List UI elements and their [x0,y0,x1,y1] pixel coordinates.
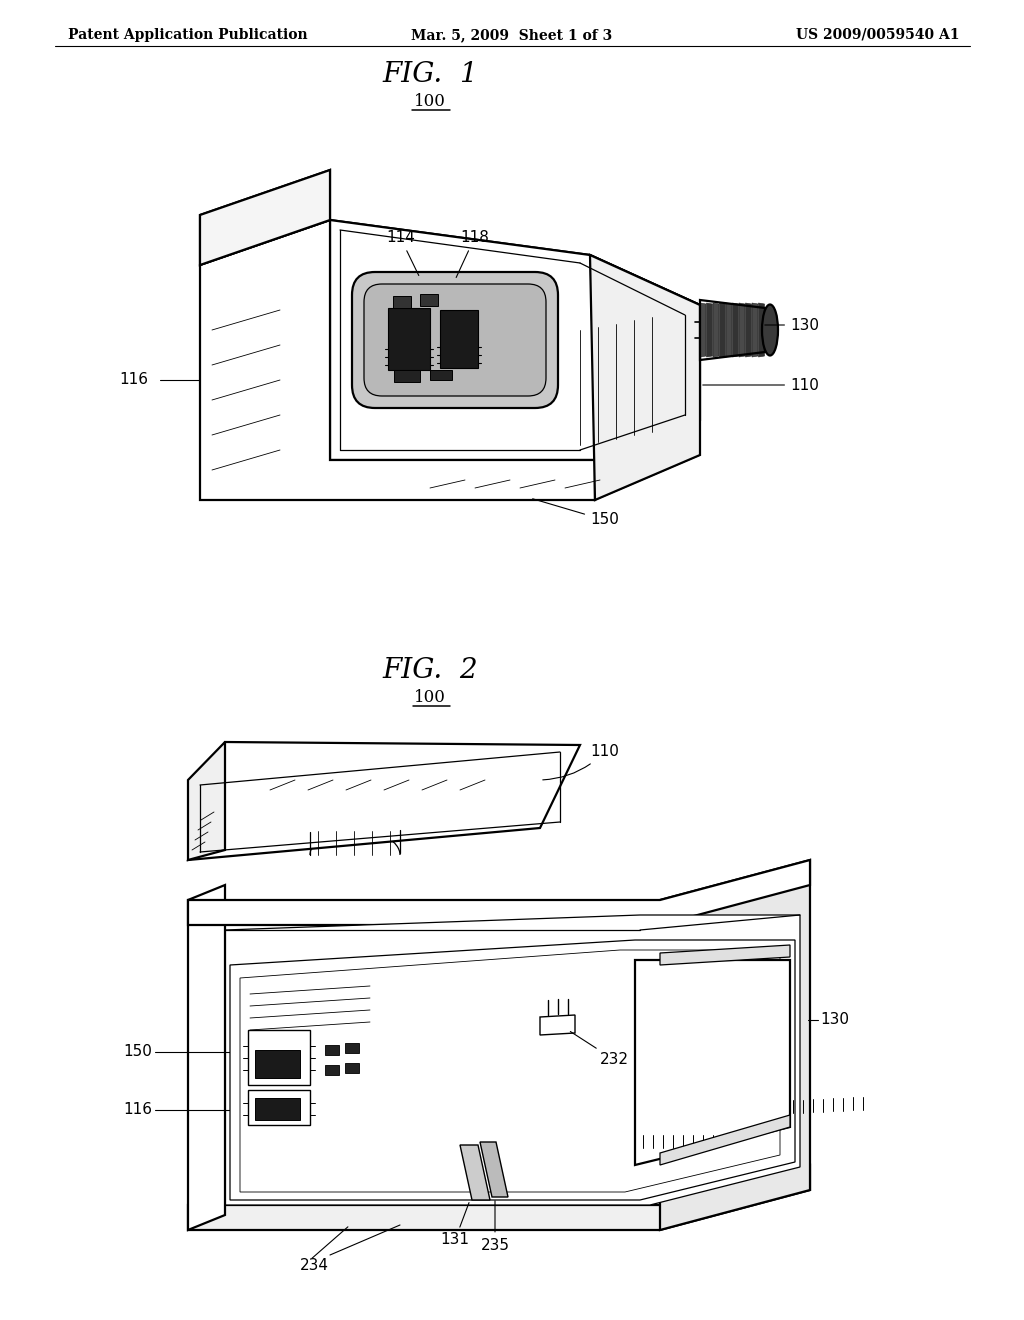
Polygon shape [590,255,700,500]
Polygon shape [430,370,452,380]
Polygon shape [345,1063,359,1073]
FancyBboxPatch shape [352,272,558,408]
Polygon shape [660,861,810,1230]
Polygon shape [759,304,765,356]
Text: 100: 100 [414,689,445,706]
Polygon shape [732,304,738,356]
Text: 232: 232 [570,1031,629,1068]
Polygon shape [330,220,700,305]
Polygon shape [700,304,706,356]
Text: US 2009/0059540 A1: US 2009/0059540 A1 [797,28,961,42]
Text: 116: 116 [119,372,148,388]
Polygon shape [325,1065,339,1074]
Polygon shape [200,170,330,265]
Polygon shape [255,1098,300,1119]
Polygon shape [200,170,330,265]
Polygon shape [255,1049,300,1078]
Polygon shape [480,1142,508,1197]
Text: 150: 150 [123,1044,152,1060]
Text: 234: 234 [300,1258,329,1272]
Text: 130: 130 [820,1012,849,1027]
Text: Patent Application Publication: Patent Application Publication [68,28,307,42]
Text: 235: 235 [480,1201,510,1253]
Polygon shape [230,940,795,1200]
Polygon shape [726,304,732,356]
Text: 114: 114 [386,231,419,276]
Text: 110: 110 [543,744,618,780]
Polygon shape [394,370,420,381]
Polygon shape [745,304,752,356]
Polygon shape [225,915,800,1205]
Polygon shape [325,1045,339,1055]
Polygon shape [540,1015,575,1035]
Polygon shape [420,294,438,306]
Ellipse shape [762,305,778,355]
Polygon shape [707,304,713,356]
Polygon shape [188,861,810,925]
Polygon shape [393,296,411,308]
Polygon shape [720,304,725,356]
Text: 130: 130 [765,318,819,333]
FancyBboxPatch shape [364,284,546,396]
Polygon shape [440,310,478,368]
Polygon shape [188,1166,810,1230]
Polygon shape [752,304,758,356]
Text: 116: 116 [123,1102,152,1118]
Text: 118: 118 [456,231,488,277]
Text: Mar. 5, 2009  Sheet 1 of 3: Mar. 5, 2009 Sheet 1 of 3 [412,28,612,42]
Text: 100: 100 [414,94,445,111]
Polygon shape [188,742,580,861]
Polygon shape [188,884,225,1230]
Polygon shape [188,742,225,861]
Polygon shape [739,304,745,356]
Text: 131: 131 [440,1203,469,1247]
Polygon shape [635,960,790,1166]
Polygon shape [460,1144,490,1200]
Text: FIG.  2: FIG. 2 [382,656,478,684]
Polygon shape [248,1030,310,1085]
Text: 110: 110 [702,378,819,392]
Polygon shape [590,255,700,500]
Polygon shape [660,945,790,965]
Polygon shape [240,950,780,1192]
Polygon shape [330,220,700,459]
Polygon shape [660,1115,790,1166]
Polygon shape [388,308,430,370]
Polygon shape [248,1090,310,1125]
Polygon shape [345,1043,359,1053]
Text: 150: 150 [532,499,618,528]
Polygon shape [200,220,595,500]
Polygon shape [713,304,719,356]
Text: FIG.  1: FIG. 1 [382,62,478,88]
